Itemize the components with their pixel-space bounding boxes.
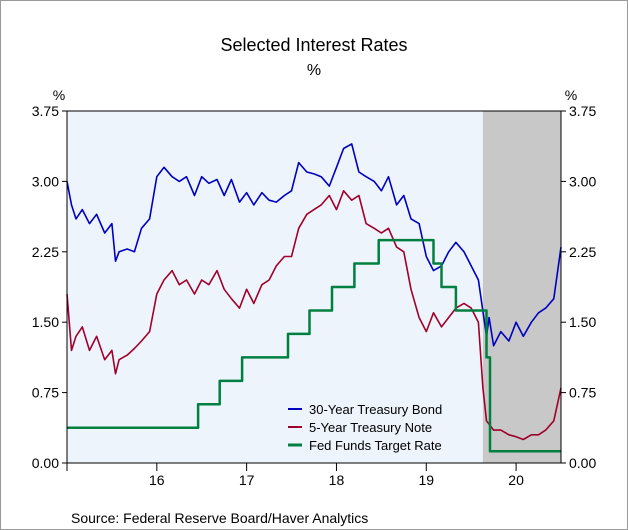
y-tick-label-left: 0.00 <box>32 455 59 471</box>
legend-label: Fed Funds Target Rate <box>309 438 442 453</box>
x-axis: 16 17 18 19 20 <box>66 463 524 488</box>
legend: 30-Year Treasury Bond 5-Year Treasury Not… <box>288 402 442 453</box>
y-tick-label-right: 1.50 <box>569 314 596 330</box>
y-tick-label-right: 0.00 <box>569 455 596 471</box>
x-tick-label: 18 <box>329 472 345 488</box>
plot-border <box>66 110 562 464</box>
y-axis: 3.75 3.75 3.00 3.00 2.25 2.25 1.50 1.50 0.75 0.75… <box>32 103 597 471</box>
y-tick-label-left: 3.75 <box>32 103 59 119</box>
y-tick-label-left: 0.75 <box>32 385 59 401</box>
series-line-2 <box>66 190 562 441</box>
x-tick-label: 17 <box>239 472 255 488</box>
y-tick-label-right: 3.75 <box>569 103 596 119</box>
source-note: Source: Federal Reserve Board/Haver Anal… <box>71 510 368 526</box>
y-tick-label-right: 0.75 <box>569 385 596 401</box>
chart-title: Selected Interest Rates <box>220 35 407 55</box>
y-tick-label-left: 1.50 <box>32 314 59 330</box>
series-line-3 <box>67 238 561 453</box>
x-tick-label: 20 <box>508 472 524 488</box>
legend-label: 5-Year Treasury Note <box>309 420 432 435</box>
x-tick-label: 16 <box>149 472 165 488</box>
recession-shading <box>482 111 561 463</box>
left-y-unit: % <box>53 87 65 103</box>
y-tick-label-left: 3.00 <box>32 173 59 189</box>
chart-subtitle: % <box>307 62 321 79</box>
y-tick-label-right: 2.25 <box>569 244 596 260</box>
series-layer <box>66 143 562 453</box>
x-tick-label: 19 <box>418 472 434 488</box>
series-line-1 <box>66 143 562 347</box>
y-tick-label-left: 2.25 <box>32 244 59 260</box>
y-tick-label-right: 3.00 <box>569 173 596 189</box>
legend-label: 30-Year Treasury Bond <box>309 402 442 417</box>
right-y-unit: % <box>565 87 577 103</box>
